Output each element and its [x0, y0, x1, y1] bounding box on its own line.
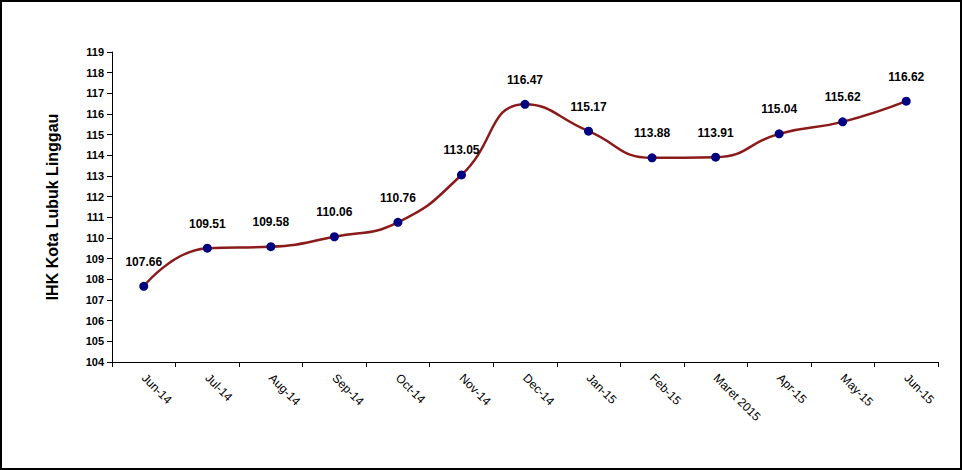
svg-text:Aug-14: Aug-14 — [266, 371, 303, 408]
svg-text:117: 117 — [86, 87, 104, 99]
svg-text:106: 106 — [86, 315, 104, 327]
svg-text:112: 112 — [86, 191, 104, 203]
svg-text:109.58: 109.58 — [252, 215, 289, 229]
svg-text:Jan-15: Jan-15 — [584, 371, 620, 407]
svg-text:Feb-15: Feb-15 — [647, 371, 684, 408]
svg-text:115: 115 — [86, 129, 104, 141]
svg-text:Sep-14: Sep-14 — [329, 371, 366, 408]
svg-text:115.62: 115.62 — [825, 90, 861, 104]
svg-text:113.05: 113.05 — [443, 143, 479, 157]
svg-text:108: 108 — [86, 273, 104, 285]
svg-text:107: 107 — [86, 294, 104, 306]
svg-text:Apr-15: Apr-15 — [774, 371, 810, 407]
svg-text:Nov-14: Nov-14 — [457, 371, 494, 408]
svg-text:May-15: May-15 — [838, 371, 876, 409]
svg-text:116: 116 — [86, 108, 104, 120]
svg-text:Jul-14: Jul-14 — [202, 371, 235, 404]
svg-text:IHK Kota Lubuk Linggau: IHK Kota Lubuk Linggau — [44, 114, 61, 301]
svg-text:109: 109 — [86, 253, 104, 265]
svg-text:111: 111 — [87, 211, 104, 223]
svg-text:115.04: 115.04 — [761, 102, 797, 116]
svg-text:Maret 2015: Maret 2015 — [711, 371, 764, 424]
svg-text:110.76: 110.76 — [380, 191, 416, 205]
svg-text:Jun-15: Jun-15 — [901, 371, 937, 407]
svg-text:116.62: 116.62 — [888, 70, 924, 84]
svg-text:104: 104 — [86, 356, 105, 368]
svg-text:109.51: 109.51 — [189, 217, 226, 231]
svg-text:107.66: 107.66 — [125, 255, 162, 269]
svg-text:Dec-14: Dec-14 — [520, 371, 557, 408]
svg-text:118: 118 — [86, 67, 104, 79]
svg-text:105: 105 — [86, 335, 104, 347]
svg-text:110: 110 — [86, 232, 104, 244]
svg-text:119: 119 — [86, 46, 104, 58]
svg-text:114: 114 — [86, 149, 105, 161]
svg-text:116.47: 116.47 — [507, 73, 543, 87]
svg-text:113: 113 — [86, 170, 104, 182]
svg-text:Jun-14: Jun-14 — [139, 371, 175, 407]
svg-text:110.06: 110.06 — [316, 205, 352, 219]
svg-text:113.91: 113.91 — [698, 126, 734, 140]
svg-text:113.88: 113.88 — [634, 126, 670, 140]
svg-text:Oct-14: Oct-14 — [393, 371, 429, 407]
svg-text:115.17: 115.17 — [571, 100, 607, 114]
